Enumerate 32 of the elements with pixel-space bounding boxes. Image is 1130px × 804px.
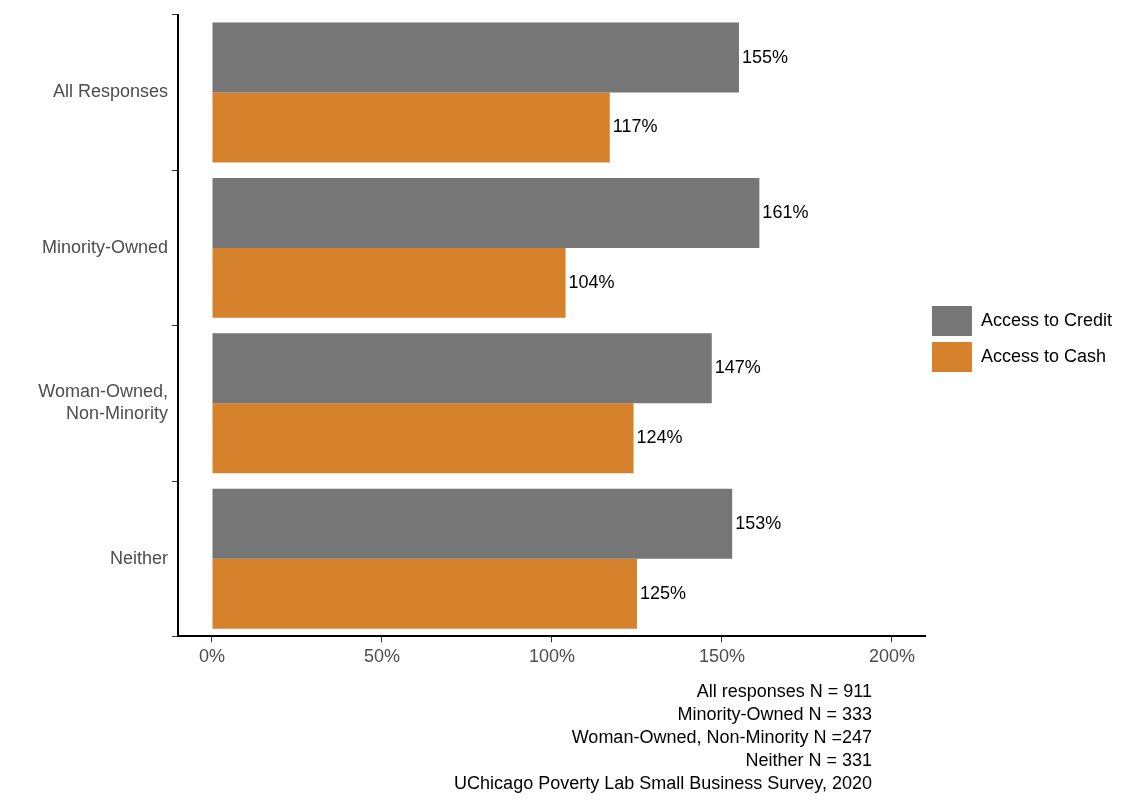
x-tick-label: 100%: [528, 646, 575, 667]
data-label: 147%: [714, 357, 761, 378]
text: UChicago Poverty Lab Small Business Survey, 2020: [454, 772, 872, 795]
bar: [212, 247, 566, 318]
legend-label: Access to Credit: [980, 309, 1112, 330]
y-tick-label: All Responses: [52, 81, 168, 102]
bar: [212, 333, 712, 404]
data-label: 117%: [612, 116, 658, 137]
x-tick-label: 200%: [868, 646, 915, 667]
data-label: 125%: [639, 582, 687, 603]
data-label: 161%: [762, 201, 809, 222]
data-label: 155%: [741, 46, 789, 67]
bar: [212, 177, 760, 248]
bar: [212, 92, 610, 163]
data-label: 104%: [568, 271, 615, 292]
bar: [212, 403, 634, 474]
y-tick-label: Neither: [109, 547, 168, 568]
text: All responses N = 911: [695, 680, 872, 703]
text: Woman-Owned, Non-Minority N =247: [570, 726, 872, 749]
data-label: 153%: [735, 512, 782, 533]
y-tick-label: Minority-Owned: [41, 236, 168, 257]
x-tick-label: 150%: [698, 646, 745, 667]
bar: [212, 488, 733, 559]
legend-label: Access to Cash: [980, 345, 1107, 366]
bar: [212, 22, 739, 93]
x-tick-label: 0%: [198, 646, 226, 667]
data-label: 124%: [636, 427, 683, 448]
x-tick-label: 50%: [363, 646, 400, 667]
bar: [212, 558, 637, 629]
text: Neither N = 331: [744, 749, 872, 772]
y-tick-label: Woman-Owned, Non-Minority: [38, 381, 168, 424]
text: Minority-Owned N = 333: [676, 703, 872, 726]
